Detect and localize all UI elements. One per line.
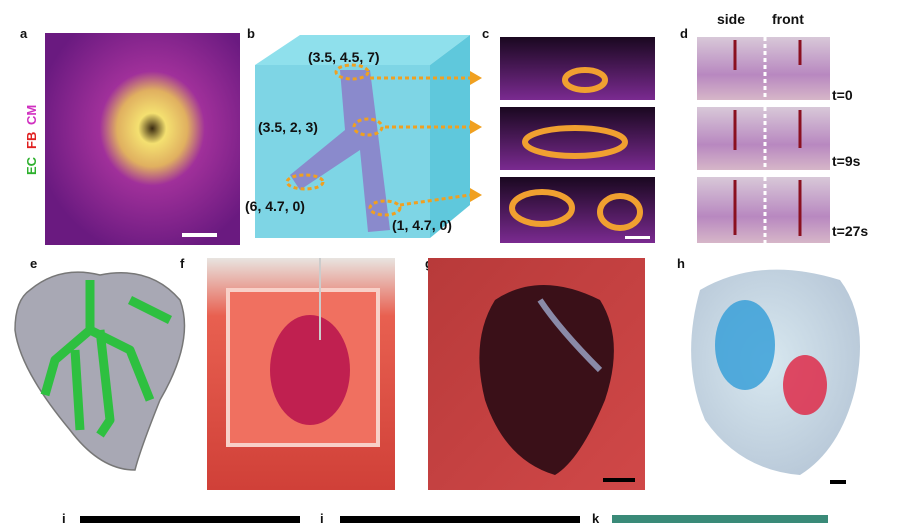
stain-label: EC [24, 156, 39, 175]
printed-heart-photo [428, 258, 645, 490]
time-label: t=9s [832, 153, 861, 169]
time-label: t=0 [832, 87, 853, 103]
panel-label: b [247, 26, 255, 41]
column-label: front [772, 11, 804, 27]
coordinate-label: (3.5, 4.5, 7) [308, 49, 380, 65]
micrograph [45, 33, 240, 245]
stain-label: FB [24, 132, 39, 149]
arrowheads [470, 71, 482, 202]
time-lapse [697, 37, 830, 243]
panel-label: h [677, 256, 685, 271]
perfused-heart-photo [691, 269, 860, 484]
time-label: t=27s [832, 223, 868, 239]
image-top [340, 516, 580, 523]
coordinate-label: (6, 4.7, 0) [245, 198, 305, 214]
panel-label: i [62, 511, 66, 523]
panel-label: c [482, 26, 489, 41]
stain-legend: EC FB CM [24, 105, 39, 175]
heart-model [14, 271, 186, 471]
image-top [612, 515, 828, 523]
panel-label: k [592, 511, 600, 523]
stain-label: CM [24, 105, 39, 125]
cross-sections [500, 37, 655, 243]
panel-label: d [680, 26, 688, 41]
printed-heart-photo [207, 258, 395, 490]
coordinate-label: (1, 4.7, 0) [392, 217, 452, 233]
panel-label: j [319, 511, 324, 523]
panel-label: f [180, 256, 185, 271]
coordinate-label: (3.5, 2, 3) [258, 119, 318, 135]
panel-label: e [30, 256, 37, 271]
column-label: side [717, 11, 745, 27]
markers [285, 63, 471, 217]
cube [255, 35, 470, 238]
panel-label: a [20, 26, 28, 41]
scale-bar [182, 233, 217, 237]
image-top [80, 516, 300, 523]
